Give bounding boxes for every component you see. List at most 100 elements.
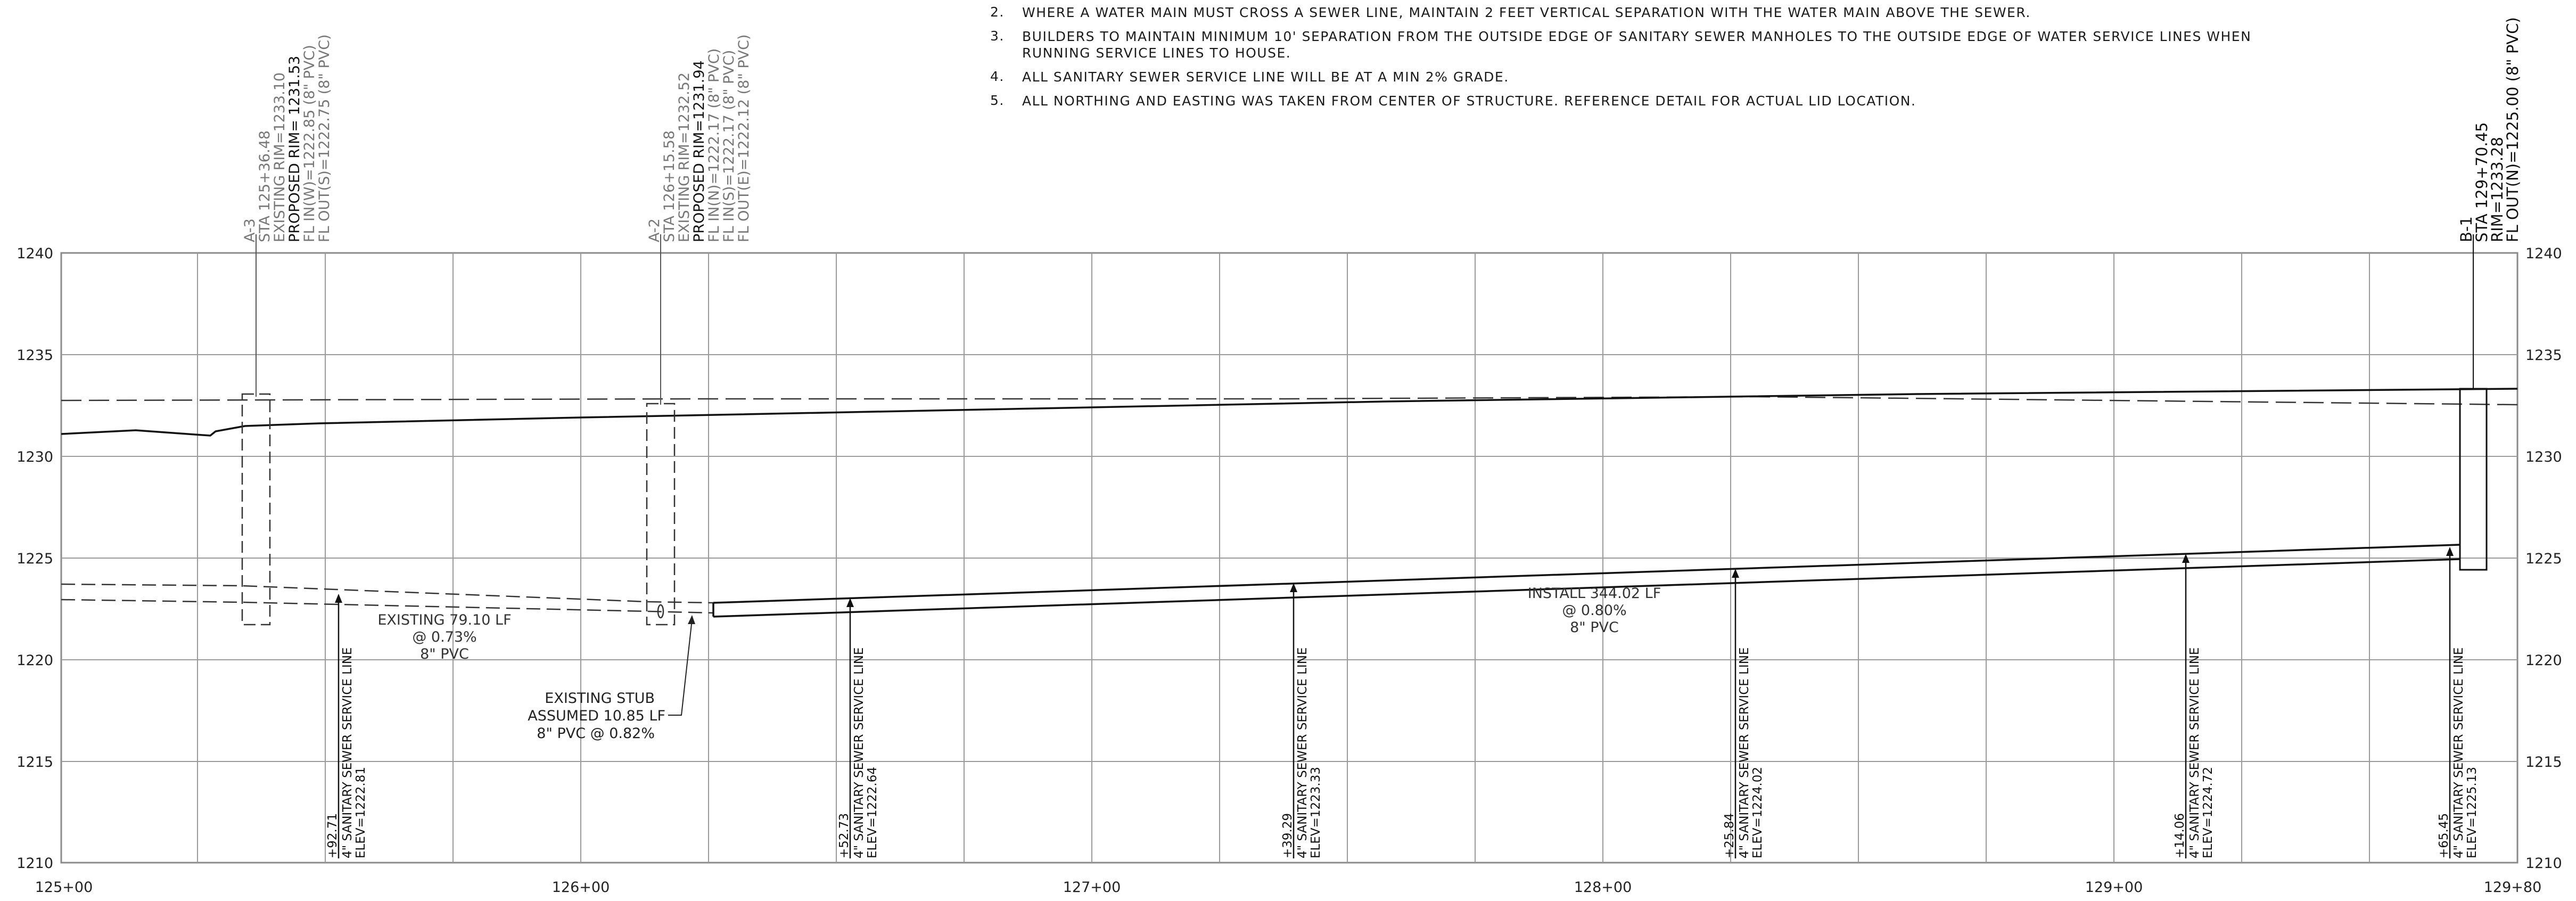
elev-label-right: 1235 — [2525, 347, 2562, 364]
elev-label-left: 1220 — [17, 652, 53, 669]
pipe-label-install: INSTALL 344.02 LF @ 0.80% 8" PVC — [1528, 585, 1661, 636]
pipe-label-line: EXISTING 79.10 LF — [377, 612, 511, 628]
general-notes: 2. WHERE A WATER MAIN MUST CROSS A SEWER … — [990, 4, 2268, 117]
structure-flowline-out: FL OUT(N)=1225.00 (8" PVC) — [2504, 17, 2522, 242]
structure-name: A-3 — [242, 218, 258, 242]
pipe-label-line: 8" PVC — [420, 646, 469, 662]
structure-proposed-rim: PROPOSED RIM=1231.94 — [691, 60, 707, 242]
station-label: 127+00 — [1063, 879, 1121, 896]
structure-flowline-out: FL OUT(E)=1222.12 (8" PVC) — [736, 35, 752, 243]
pipe-label-stub: EXISTING STUB ASSUMED 10.85 LF 8" PVC @ … — [528, 690, 665, 742]
service-type: 4" SANITARY SEWER SERVICE LINE — [1738, 648, 1751, 858]
structure-label-a3: A-3 STA 125+36.48 EXISTING RIM=1233.10 P… — [242, 34, 333, 242]
elev-label-left: 1235 — [17, 347, 53, 364]
note-text: ALL NORTHING AND EASTING WAS TAKEN FROM … — [1022, 93, 1916, 109]
station-label: 129+00 — [2085, 879, 2143, 896]
station-label: 125+00 — [35, 879, 93, 896]
elev-label-right: 1210 — [2525, 855, 2562, 872]
note-item: 4. ALL SANITARY SEWER SERVICE LINE WILL B… — [990, 69, 2268, 85]
stub-leader-line — [668, 619, 693, 716]
service-line-3: +39.29 4" SANITARY SEWER SERVICE LINE EL… — [1281, 583, 1323, 858]
elev-label-right: 1225 — [2525, 551, 2562, 567]
pipe-label-line: @ 0.73% — [412, 629, 476, 645]
station-label: 126+00 — [552, 879, 610, 896]
elev-label-left: 1225 — [17, 551, 53, 567]
pipe-label-line: EXISTING STUB — [545, 690, 655, 707]
service-elev: ELEV=1225.13 — [2465, 767, 2479, 858]
service-station: +92.71 — [326, 813, 340, 858]
structure-name: A-2 — [646, 218, 663, 242]
note-number: 3. — [990, 28, 1005, 44]
structure-label-b1: B-1 STA 129+70.45 RIM=1233.28 FL OUT(N)=… — [2457, 17, 2522, 242]
structure-station: STA 125+36.48 — [257, 130, 273, 242]
existing-ground-line — [61, 396, 2518, 406]
note-item: 5. ALL NORTHING AND EASTING WAS TAKEN FRO… — [990, 93, 2268, 109]
elev-label-left: 1230 — [17, 449, 53, 465]
elev-label-right: 1230 — [2525, 449, 2562, 465]
service-elev: ELEV=1222.64 — [866, 767, 879, 858]
station-label: 129+80 — [2484, 879, 2542, 896]
service-line-2: +52.73 4" SANITARY SEWER SERVICE LINE EL… — [837, 598, 879, 858]
pipe-label-line: 8" PVC — [1570, 619, 1619, 636]
service-elev: ELEV=1224.02 — [1751, 767, 1765, 858]
elev-label-left: 1240 — [17, 245, 53, 262]
service-elev: ELEV=1224.72 — [2201, 767, 2215, 858]
service-line-5: +14.06 4" SANITARY SEWER SERVICE LINE EL… — [2173, 554, 2215, 858]
note-text: ALL SANITARY SEWER SERVICE LINE WILL BE … — [1022, 69, 1509, 85]
manhole-b1 — [2459, 388, 2488, 571]
station-label: 128+00 — [1574, 879, 1632, 896]
service-line-6: +65.45 4" SANITARY SEWER SERVICE LINE EL… — [2437, 547, 2479, 858]
service-type: 4" SANITARY SEWER SERVICE LINE — [1296, 648, 1310, 858]
pipe-label-line: ASSUMED 10.85 LF — [528, 708, 665, 724]
pipe-label-existing: EXISTING 79.10 LF @ 0.73% 8" PVC — [377, 612, 511, 662]
structure-flowline-in: FL IN(N)=1222.17 (8" PVC) — [706, 48, 722, 242]
existing-sewer-pipe — [61, 583, 714, 614]
manhole-a3 — [241, 393, 271, 626]
pipe-label-line: 8" PVC @ 0.82% — [537, 725, 655, 742]
elev-label-right: 1220 — [2525, 652, 2562, 669]
note-number: 4. — [990, 69, 1005, 84]
structure-flowline-in: FL IN(W)=1222.85 (8" PVC) — [301, 45, 318, 242]
elev-label-right: 1240 — [2525, 245, 2562, 262]
note-item: 3. BUILDERS TO MAINTAIN MINIMUM 10' SEPAR… — [990, 28, 2268, 61]
profile-grid — [60, 252, 2519, 864]
note-number: 5. — [990, 93, 1005, 108]
service-station: +52.73 — [837, 813, 851, 858]
elev-label-left: 1215 — [17, 754, 53, 771]
service-elev: ELEV=1223.33 — [1309, 767, 1323, 858]
proposed-ground-line — [61, 388, 2518, 437]
structure-rim: RIM=1233.28 — [2488, 137, 2506, 242]
structure-station: STA 129+70.45 — [2473, 122, 2491, 242]
structure-name: B-1 — [2457, 216, 2475, 242]
service-line-1: +92.71 4" SANITARY SEWER SERVICE LINE EL… — [326, 594, 368, 858]
structure-label-a2: A-2 STA 126+15.58 EXISTING RIM=1232.52 P… — [646, 35, 752, 243]
structure-station: STA 126+15.58 — [661, 130, 678, 242]
elevation-axis: 1240 1235 1230 1225 1220 1215 1210 1240 … — [17, 245, 2562, 872]
note-number: 2. — [990, 4, 1005, 20]
service-type: 4" SANITARY SEWER SERVICE LINE — [852, 648, 866, 858]
service-station: +14.06 — [2173, 813, 2187, 858]
service-station: +39.29 — [1281, 813, 1295, 858]
service-line-4: +25.84 4" SANITARY SEWER SERVICE LINE EL… — [1723, 569, 1765, 858]
service-elev: ELEV=1222.81 — [354, 767, 368, 858]
elev-label-right: 1215 — [2525, 754, 2562, 771]
service-type: 4" SANITARY SEWER SERVICE LINE — [2188, 648, 2202, 858]
proposed-sewer-pipe — [712, 544, 2460, 618]
manhole-a2 — [646, 403, 676, 626]
structure-existing-rim: EXISTING RIM=1233.10 — [271, 72, 288, 242]
service-type: 4" SANITARY SEWER SERVICE LINE — [341, 648, 355, 858]
note-text: BUILDERS TO MAINTAIN MINIMUM 10' SEPARAT… — [1022, 29, 2252, 61]
pipe-label-line: @ 0.80% — [1562, 602, 1626, 619]
structure-flowline-out: FL OUT(S)=1222.75 (8" PVC) — [316, 34, 333, 242]
structure-existing-rim: EXISTING RIM=1232.52 — [676, 72, 693, 242]
pipe-label-line: INSTALL 344.02 LF — [1528, 585, 1661, 602]
service-station: +65.45 — [2437, 813, 2451, 858]
structure-leaders — [256, 234, 2474, 405]
elev-label-left: 1210 — [17, 855, 53, 872]
station-axis: 125+00 126+00 127+00 128+00 129+00 129+8… — [35, 879, 2542, 896]
structure-proposed-rim: PROPOSED RIM= 1231.53 — [286, 56, 303, 242]
service-station: +25.84 — [1723, 813, 1736, 858]
structure-flowline-in: FL IN(S)=1222.17 (8" PVC) — [721, 50, 737, 242]
service-type: 4" SANITARY SEWER SERVICE LINE — [2452, 648, 2466, 858]
